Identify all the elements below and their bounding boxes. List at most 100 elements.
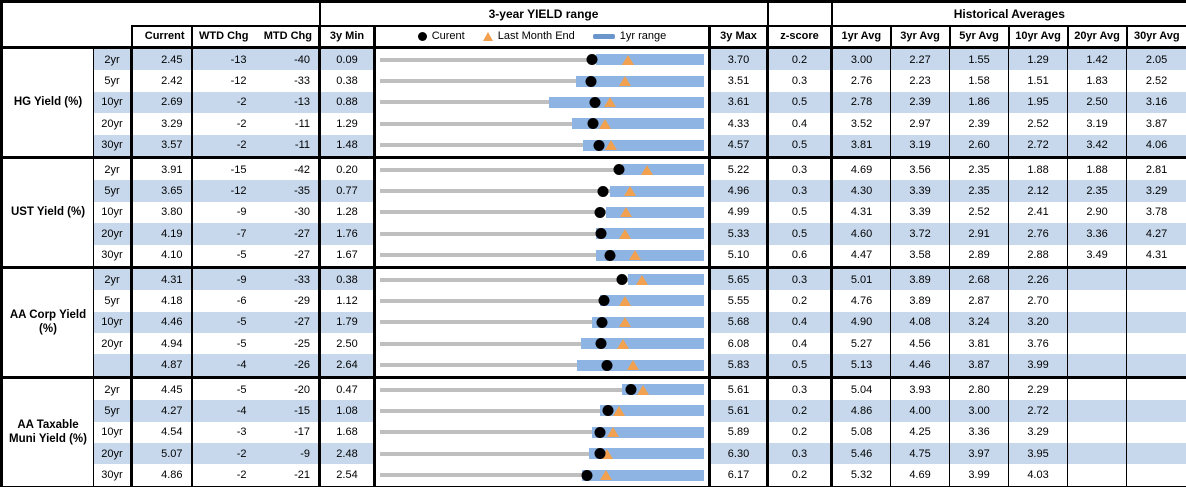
current-cell: 3.91 bbox=[130, 155, 193, 181]
range-1y-bar bbox=[577, 359, 704, 371]
avg-cell: 2.68 bbox=[949, 265, 1010, 291]
row-range-chart bbox=[380, 443, 704, 464]
max-3y-cell: 6.17 bbox=[709, 464, 770, 487]
wtd-chg-cell: -3 bbox=[236, 426, 247, 439]
range-chart-cell bbox=[374, 443, 711, 465]
z-score-cell: 0.3 bbox=[767, 70, 834, 92]
current-cell: 2.69 bbox=[130, 91, 193, 114]
min-3y-cell: 1.68 bbox=[319, 421, 376, 444]
table-row: 10yr 4.54 -3 -17 1.68 5.89 0.2 5.08 4.25 3.36 3.29 bbox=[2, 421, 1186, 444]
table-row: AA Taxable Muni Yield (%) 2yr 4.45 -5 -20 0.4… bbox=[1, 375, 1186, 487]
table-row: UST Yield (%) 2yr 3.91 -15 -42 0.20 5.22 0.3 4.6… bbox=[1, 155, 1186, 268]
max-3y-cell: 5.33 bbox=[709, 223, 770, 245]
min-3y-cell: 0.20 bbox=[319, 155, 376, 181]
avg-cell: 2.27 bbox=[890, 46, 951, 71]
avg-cell: 1.58 bbox=[949, 70, 1010, 92]
last-month-end-marker bbox=[629, 250, 642, 261]
range-1y-bar bbox=[591, 316, 704, 328]
max-3y-cell: 5.68 bbox=[709, 311, 770, 334]
mtd-chg-cell: -15 bbox=[254, 400, 321, 422]
range-3y-track bbox=[380, 387, 704, 392]
min-3y-cell: 0.88 bbox=[319, 91, 376, 114]
range-1y-bar bbox=[596, 249, 704, 261]
wtd-chg-cell: -5 bbox=[236, 337, 247, 350]
range-3y-track bbox=[380, 253, 704, 258]
avg-cell: 5.04 bbox=[831, 375, 892, 401]
avg-cell: 3.89 bbox=[890, 290, 951, 312]
range-1y-bar bbox=[588, 448, 704, 460]
max-3y-cell: 5.22 bbox=[709, 155, 770, 181]
range-1y-bar bbox=[580, 338, 704, 350]
range-chart-cell bbox=[374, 91, 711, 114]
tenor-cell: 2yr bbox=[93, 265, 133, 291]
current-cell: 4.27 bbox=[130, 400, 193, 422]
avg-cell: 3.56 bbox=[890, 155, 951, 181]
avg-cell: 2.52 bbox=[949, 201, 1010, 224]
range-3y-track bbox=[380, 167, 704, 172]
range-chart-cell bbox=[374, 113, 711, 135]
legend-items: Curent Last Month End 1yr range bbox=[377, 30, 707, 42]
avg-cell: 4.46 bbox=[890, 354, 951, 378]
table-row: 10yr 3.80 -9 -30 1.28 4.99 0.5 4.31 3.39 2.52 2.41… bbox=[2, 201, 1186, 224]
avg-cell: 4.06 bbox=[1126, 134, 1186, 158]
avg-cell: 2.26 bbox=[1008, 265, 1069, 291]
current-marker bbox=[581, 469, 593, 481]
row-range-chart bbox=[380, 223, 704, 244]
range-3y-track bbox=[380, 451, 704, 456]
avg-cell bbox=[1067, 311, 1128, 334]
current-cell: 2.42 bbox=[130, 70, 193, 92]
row-range-chart bbox=[380, 354, 704, 375]
range-1y-bar bbox=[600, 295, 704, 307]
z-score-cell: 0.5 bbox=[767, 134, 834, 158]
max-3y-cell: 4.99 bbox=[709, 201, 770, 224]
avg-cell: 5.32 bbox=[831, 464, 892, 487]
range-1y-bar bbox=[581, 469, 704, 481]
tenor-cell: 5yr bbox=[93, 290, 133, 312]
avg-cell: 2.89 bbox=[949, 244, 1010, 268]
current-marker bbox=[595, 338, 607, 350]
row-range-chart bbox=[380, 333, 704, 354]
z-score-cell: 0.3 bbox=[767, 443, 834, 465]
group-label-cell: AA Taxable Muni Yield (%) bbox=[1, 375, 94, 487]
z-score-cell: 0.3 bbox=[767, 180, 834, 202]
range-chart-cell bbox=[374, 354, 711, 378]
max-3y-cell: 6.08 bbox=[709, 333, 770, 355]
avg-cell: 3.16 bbox=[1126, 91, 1186, 114]
avg-cell bbox=[1127, 464, 1186, 487]
min-3y-column-header: 3y Min bbox=[318, 24, 376, 49]
avg-cell bbox=[1127, 290, 1186, 311]
row-range-chart bbox=[380, 290, 704, 311]
z-score-cell: 0.2 bbox=[767, 290, 834, 312]
mtd-chg-cell: -21 bbox=[254, 464, 321, 487]
wtd-chg-cell: -5 bbox=[236, 249, 247, 262]
mtd-chg-cell: -11 bbox=[254, 113, 321, 135]
avg-cell: 4.31 bbox=[1145, 249, 1168, 262]
avg-cell: 4.69 bbox=[890, 464, 951, 487]
tenor-cell: 20yr bbox=[93, 333, 133, 355]
current-cell: 4.31 bbox=[130, 265, 193, 291]
avg-cell: 2.35 bbox=[1067, 180, 1128, 202]
avg-cell bbox=[1067, 354, 1128, 378]
mtd-chg-cell: -29 bbox=[254, 290, 321, 312]
max-3y-cell: 4.33 bbox=[709, 113, 770, 135]
z-score-cell: 0.2 bbox=[767, 421, 834, 444]
row-range-chart bbox=[380, 202, 704, 223]
min-3y-cell: 0.09 bbox=[319, 46, 376, 71]
avg-30yr-column-header: 30yr Avg bbox=[1125, 24, 1186, 49]
tenor-cell: 10yr bbox=[93, 421, 133, 444]
min-3y-cell: 0.38 bbox=[319, 70, 376, 92]
min-3y-cell: 1.29 bbox=[319, 113, 376, 135]
mtd-chg-cell: -25 bbox=[254, 333, 321, 355]
avg-cell: 3.93 bbox=[890, 375, 951, 401]
avg-cell: 3.97 bbox=[949, 443, 1010, 465]
max-3y-cell: 4.57 bbox=[709, 134, 770, 158]
current-marker bbox=[593, 139, 605, 151]
table-row: 20yr 4.19 -7 -27 1.76 5.33 0.5 4.60 3.72 2.91 2.76… bbox=[2, 223, 1186, 245]
range-title: 3-year YIELD range bbox=[318, 0, 769, 27]
row-range-chart bbox=[380, 180, 704, 201]
avg-cell: 1.95 bbox=[1008, 91, 1069, 114]
tenor-cell: 30yr bbox=[93, 464, 133, 487]
tenor-cell: 5yr bbox=[93, 70, 133, 92]
table-row: 30yr 4.86 -2 -21 2.54 6.17 0.2 5.32 4.69 3.99 4.03 bbox=[2, 464, 1186, 487]
avg-cell: 4.08 bbox=[890, 311, 951, 334]
